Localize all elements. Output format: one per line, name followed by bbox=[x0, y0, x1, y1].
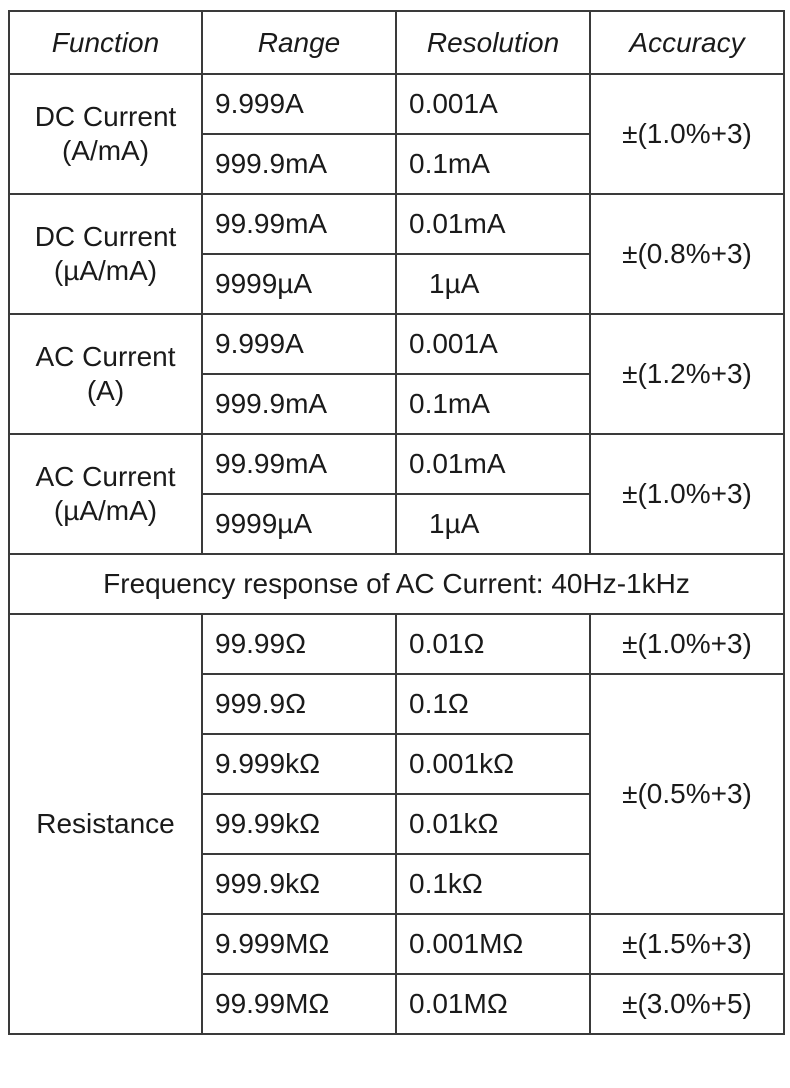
table-row: Resistance 99.99Ω 0.01Ω ±(1.0%+3) bbox=[8, 613, 785, 1035]
accuracy-cell: ±(1.5%+3) bbox=[589, 913, 785, 975]
function-label: AC Current bbox=[35, 461, 176, 493]
function-unit: (A/mA) bbox=[61, 135, 150, 166]
resolution-cell: 0.001MΩ bbox=[395, 913, 591, 975]
function-cell: Resistance bbox=[8, 613, 203, 1035]
resolution-cell: 0.1mA bbox=[395, 133, 591, 195]
table-row: AC Current (µA/mA) 99.99mA 0.01mA ±(1.0%… bbox=[8, 433, 785, 555]
range-cell: 99.99Ω bbox=[201, 613, 397, 675]
accuracy-cell: ±(1.2%+3) bbox=[589, 313, 785, 435]
resolution-cell: 1µA bbox=[395, 253, 591, 315]
range-cell: 99.99mA bbox=[201, 433, 397, 495]
header-accuracy: Accuracy bbox=[589, 10, 785, 75]
range-cell: 999.9Ω bbox=[201, 673, 397, 735]
table-row: 9.999MΩ 0.001MΩ ±(1.5%+3) bbox=[9, 913, 785, 975]
range-cell: 999.9kΩ bbox=[201, 853, 397, 915]
accuracy-cell: ±(3.0%+5) bbox=[589, 973, 785, 1035]
function-label: AC Current bbox=[35, 341, 176, 373]
table-row: 9.999kΩ 0.001kΩ bbox=[9, 733, 784, 795]
specification-table: Function Range Resolution Accuracy DC Cu… bbox=[8, 10, 785, 1035]
table-row: 9999µA 1µA bbox=[9, 493, 784, 555]
resolution-cell: 0.01mA bbox=[395, 193, 591, 255]
frequency-note: Frequency response of AC Current: 40Hz-1… bbox=[8, 553, 785, 615]
function-unit: (A) bbox=[86, 375, 125, 406]
function-label: DC Current bbox=[34, 221, 177, 253]
note-row: Frequency response of AC Current: 40Hz-1… bbox=[8, 553, 785, 615]
resolution-cell: 0.001A bbox=[395, 313, 591, 375]
range-cell: 99.99MΩ bbox=[201, 973, 397, 1035]
resolution-cell: 0.001A bbox=[395, 73, 591, 135]
accuracy-cell: ±(0.8%+3) bbox=[589, 193, 785, 315]
range-cell: 999.9mA bbox=[201, 373, 397, 435]
resolution-cell: 1µA bbox=[395, 493, 591, 555]
function-label: DC Current bbox=[34, 101, 177, 133]
table-row: 999.9mA 0.1mA bbox=[9, 373, 784, 435]
accuracy-cell: ±(1.0%+3) bbox=[589, 73, 785, 195]
table-row: DC Current (µA/mA) 99.99mA 0.01mA ±(0.8%… bbox=[8, 193, 785, 315]
function-cell: AC Current (µA/mA) bbox=[8, 433, 203, 555]
table-row: 9999µA 1µA bbox=[9, 253, 784, 315]
resolution-cell: 0.1Ω bbox=[395, 673, 591, 735]
function-unit: (µA/mA) bbox=[53, 255, 158, 286]
table-row: DC Current (A/mA) 9.999A 0.001A ±(1.0%+3… bbox=[8, 73, 785, 195]
table-row: 99.99kΩ 0.01kΩ bbox=[9, 793, 784, 855]
function-cell: AC Current (A) bbox=[8, 313, 203, 435]
table-row: AC Current (A) 9.999A 0.001A ±(1.2%+3) bbox=[8, 313, 785, 435]
table-row: 999.9mA 0.1mA bbox=[9, 133, 784, 195]
resolution-cell: 0.01kΩ bbox=[395, 793, 591, 855]
resolution-cell: 0.1kΩ bbox=[395, 853, 591, 915]
resolution-cell: 0.01Ω bbox=[395, 613, 591, 675]
resolution-cell: 0.01mA bbox=[395, 433, 591, 495]
function-unit: (µA/mA) bbox=[53, 495, 158, 526]
table-row: 999.9kΩ 0.1kΩ bbox=[9, 853, 784, 915]
function-cell: DC Current (A/mA) bbox=[8, 73, 203, 195]
accuracy-cell: ±(0.5%+3) bbox=[589, 673, 785, 915]
range-cell: 9.999A bbox=[201, 73, 397, 135]
table-row: 99.99MΩ 0.01MΩ ±(3.0%+5) bbox=[9, 973, 785, 1035]
accuracy-cell: ±(1.0%+3) bbox=[589, 613, 785, 675]
resolution-cell: 0.001kΩ bbox=[395, 733, 591, 795]
resolution-cell: 0.1mA bbox=[395, 373, 591, 435]
range-cell: 99.99mA bbox=[201, 193, 397, 255]
header-function: Function bbox=[8, 10, 203, 75]
table-row: 999.9Ω 0.1Ω ±(0.5%+3) bbox=[9, 673, 785, 915]
accuracy-cell: ±(1.0%+3) bbox=[589, 433, 785, 555]
range-cell: 9.999MΩ bbox=[201, 913, 397, 975]
header-row: Function Range Resolution Accuracy bbox=[8, 10, 785, 75]
range-cell: 99.99kΩ bbox=[201, 793, 397, 855]
header-resolution: Resolution bbox=[395, 10, 591, 75]
range-cell: 9.999kΩ bbox=[201, 733, 397, 795]
range-cell: 9.999A bbox=[201, 313, 397, 375]
range-cell: 9999µA bbox=[201, 253, 397, 315]
function-cell: DC Current (µA/mA) bbox=[8, 193, 203, 315]
resolution-cell: 0.01MΩ bbox=[395, 973, 591, 1035]
header-range: Range bbox=[201, 10, 397, 75]
range-cell: 9999µA bbox=[201, 493, 397, 555]
range-cell: 999.9mA bbox=[201, 133, 397, 195]
